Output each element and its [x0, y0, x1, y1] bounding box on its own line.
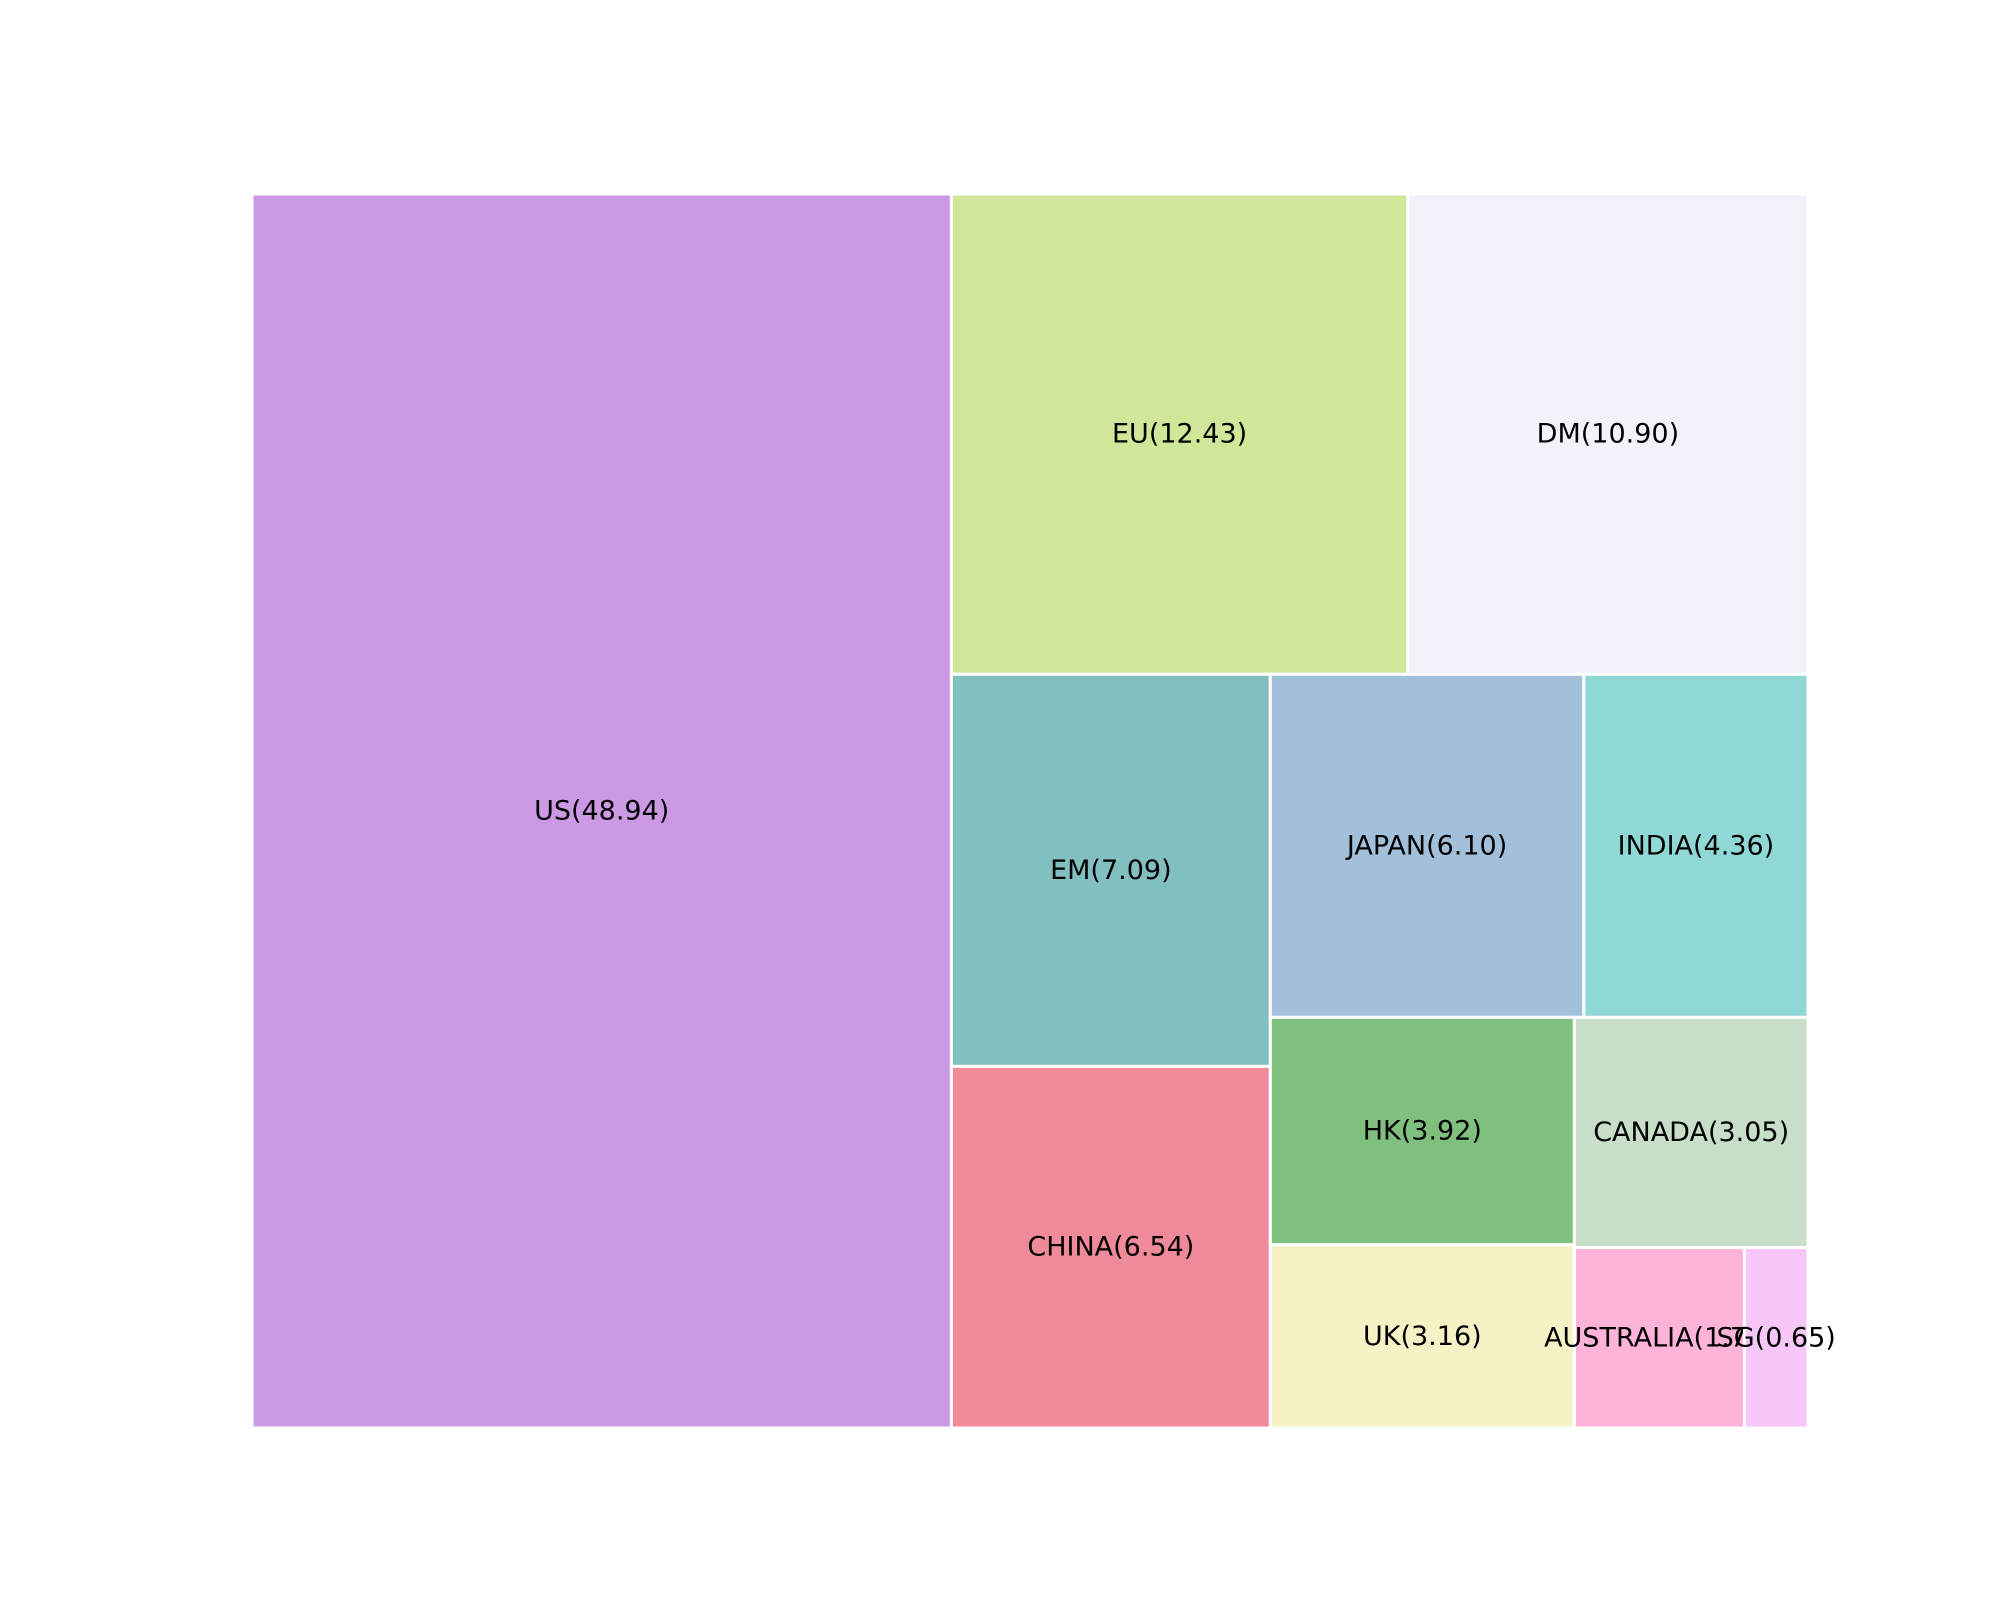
treemap-rect-canada: [1572, 1015, 1810, 1250]
treemap-label-india: INDIA(4.36): [1618, 830, 1775, 861]
treemap-label-japan: JAPAN(6.10): [1345, 830, 1507, 861]
treemap-label-em: EM(7.09): [1050, 855, 1172, 886]
treemap-cell-india: INDIA(4.36): [1582, 672, 1810, 1019]
treemap-label-china: CHINA(6.54): [1027, 1232, 1194, 1263]
treemap-label-dm: DM(10.90): [1537, 419, 1679, 450]
treemap-cell-eu: EU(12.43): [949, 192, 1410, 676]
treemap-cell-us: US(48.94): [250, 192, 953, 1430]
treemap-label-eu: EU(12.43): [1112, 419, 1247, 450]
treemap-label-canada: CANADA(3.05): [1593, 1117, 1789, 1148]
treemap-rect-china: [949, 1064, 1272, 1430]
treemap-rect-eu: [949, 192, 1410, 676]
treemap-cells: US(48.94) EU(12.43) DM(10.90) EM(7.09) CHINA…: [250, 192, 1836, 1430]
treemap-cell-canada: CANADA(3.05): [1572, 1015, 1810, 1250]
treemap-cell-hk: HK(3.92): [1268, 1015, 1576, 1247]
treemap-rect-sg: [1742, 1246, 1810, 1430]
treemap-rect-em: [949, 672, 1272, 1068]
treemap-rect-hk: [1268, 1015, 1576, 1247]
treemap-label-us: US(48.94): [534, 796, 669, 827]
treemap-cell-china: CHINA(6.54): [949, 1064, 1272, 1430]
treemap-cell-sg: SG(0.65): [1717, 1246, 1836, 1430]
treemap-label-uk: UK(3.16): [1363, 1321, 1482, 1352]
treemap-label-hk: HK(3.92): [1363, 1116, 1482, 1147]
treemap-cell-uk: UK(3.16): [1268, 1243, 1576, 1430]
treemap-label-sg: SG(0.65): [1717, 1322, 1836, 1353]
treemap-rect-dm: [1406, 192, 1810, 676]
treemap-cell-japan: JAPAN(6.10): [1268, 672, 1586, 1019]
treemap-cell-em: EM(7.09): [949, 672, 1272, 1068]
treemap-cell-dm: DM(10.90): [1406, 192, 1810, 676]
treemap-rect-japan: [1268, 672, 1586, 1019]
treemap-rect-uk: [1268, 1243, 1576, 1430]
treemap-label-australia: AUSTRALIA(1.74): [1544, 1322, 1775, 1353]
treemap-rect-us: [250, 192, 953, 1430]
